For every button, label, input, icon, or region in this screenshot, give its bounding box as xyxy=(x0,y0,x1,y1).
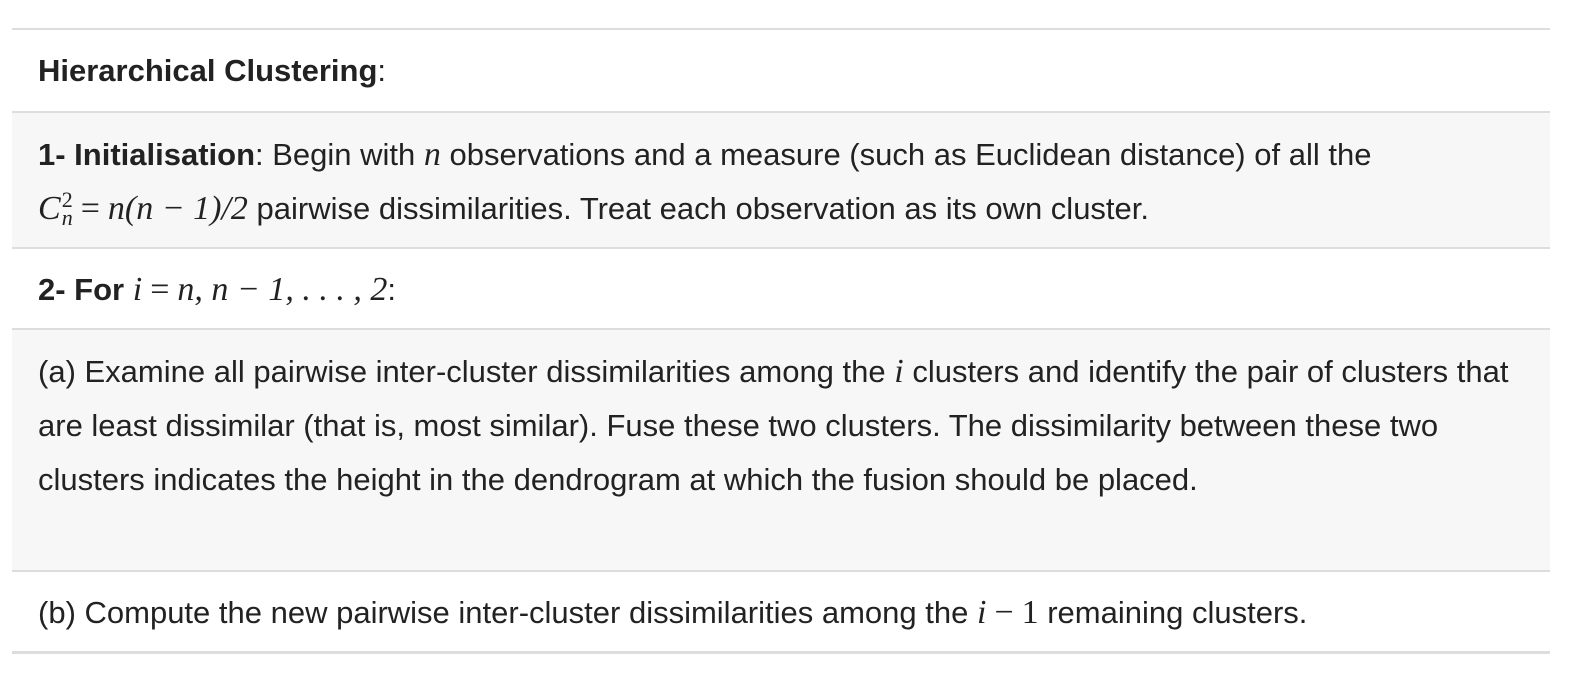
formula-c: C xyxy=(38,190,61,227)
algorithm-table: Hierarchical Clustering: 1- Initialisati… xyxy=(12,28,1550,654)
step-2-equals: = xyxy=(150,271,170,308)
title-row: Hierarchical Clustering: xyxy=(12,30,1550,111)
step-1-var-n: n xyxy=(423,136,441,173)
step-2b-var-i: i xyxy=(976,594,987,631)
step-1-label: 1- Initialisation xyxy=(38,137,256,172)
step-2b-text-b: remaining clusters. xyxy=(1038,595,1308,630)
title-colon: : xyxy=(377,53,387,88)
formula-rhs: n(n − 1)/2 xyxy=(107,190,248,227)
step-2-row: 2- For i = n, n − 1, . . . , 2: xyxy=(12,247,1550,328)
step-2b-minus: − xyxy=(994,594,1014,631)
step-2a-text-a: (a) Examine all pairwise inter-cluster d… xyxy=(38,354,895,389)
step-2-label: 2- For xyxy=(38,272,125,307)
formula-subscript: n xyxy=(61,205,73,231)
step-1-text-b: observations and a measure (such as Eucl… xyxy=(440,137,1372,172)
step-1-text-c: pairwise dissimilarities. Treat each obs… xyxy=(247,191,1150,226)
step-2b-text-a: (b) Compute the new pairwise inter-clust… xyxy=(38,595,977,630)
step-2-var-i: i xyxy=(132,271,143,308)
formula-equals: = xyxy=(80,190,100,227)
step-2b-one: 1 xyxy=(1021,594,1039,631)
algorithm-title: Hierarchical Clustering xyxy=(38,53,378,88)
step-2b-formula: i −1 xyxy=(977,594,1039,631)
step-1-row: 1- Initialisation: Begin with n observat… xyxy=(12,111,1550,247)
formula-superscript: 2 xyxy=(61,187,73,213)
step-1-text-a: : Begin with xyxy=(255,137,424,172)
step-2-range: n, n − 1, . . . , 2 xyxy=(177,271,388,308)
step-2a-text-b: clusters and identify the pair of cluste… xyxy=(38,354,1509,497)
step-2b-row: (b) Compute the new pairwise inter-clust… xyxy=(12,570,1550,651)
step-2-colon: : xyxy=(387,272,396,307)
step-1-formula: C 2 n = n(n − 1)/2 xyxy=(38,187,248,231)
step-2a-var-i: i xyxy=(894,353,904,390)
step-2-formula: i = n, n − 1, . . . , 2 xyxy=(133,271,388,308)
step-2a-row: (a) Examine all pairwise inter-cluster d… xyxy=(12,328,1550,570)
